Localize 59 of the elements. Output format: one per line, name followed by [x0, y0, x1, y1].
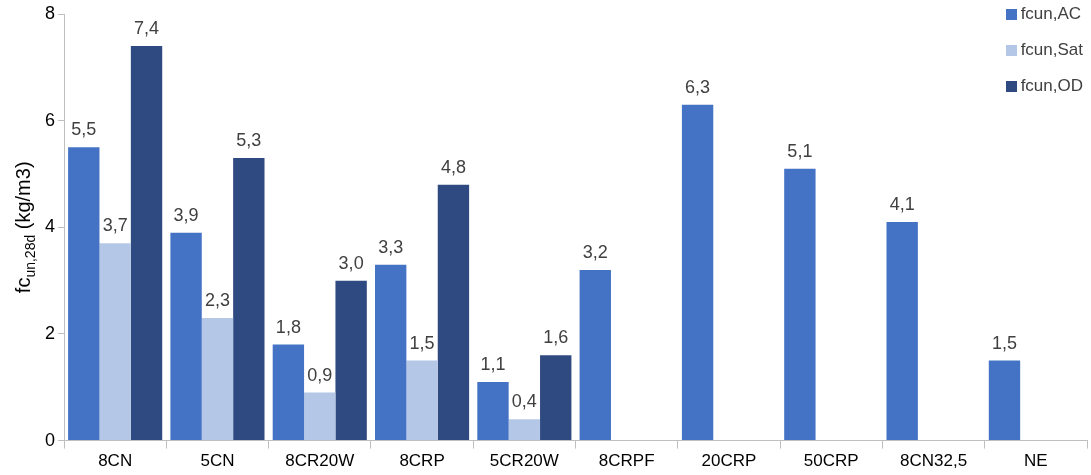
data-label: 4,1 — [889, 193, 915, 214]
y-tick-label: 8 — [45, 2, 56, 23]
bar — [335, 280, 367, 441]
y-tick-label: 4 — [45, 216, 56, 237]
data-label: 1,5 — [991, 332, 1017, 353]
data-label: 0,9 — [307, 364, 333, 385]
x-tick-label: 8CRP — [399, 451, 445, 471]
data-label: 5,5 — [71, 119, 97, 140]
data-label: 1,5 — [409, 332, 435, 353]
x-tick-label: 8CN32,5 — [900, 451, 968, 471]
data-label: 3,7 — [102, 215, 128, 236]
data-label: 3,9 — [173, 204, 199, 225]
x-tick-label: NE — [1024, 451, 1048, 471]
x-tick-label: 8CN — [98, 451, 133, 471]
data-label: 0,4 — [511, 391, 537, 412]
bar — [540, 355, 572, 441]
data-label: 6,3 — [685, 76, 711, 97]
y-tick-label: 0 — [45, 429, 56, 450]
data-label: 5,3 — [236, 129, 262, 150]
bar — [784, 168, 816, 441]
bar — [579, 269, 611, 441]
data-label: 2,3 — [204, 289, 230, 310]
x-tick-label: 8CR20W — [285, 451, 355, 471]
data-label: 3,2 — [582, 241, 608, 262]
bar — [99, 243, 131, 441]
bar — [233, 157, 265, 441]
data-label: 5,1 — [787, 140, 813, 161]
bar — [375, 264, 407, 441]
bar — [886, 221, 918, 441]
y-axis-title: fcun,28d (kg/m3) — [12, 161, 38, 294]
y-tick-label: 2 — [45, 322, 56, 343]
data-label: 3,3 — [378, 236, 404, 257]
legend-label: fcun,OD — [1020, 76, 1083, 96]
x-tick-label: 5CN — [200, 451, 235, 471]
bar — [437, 184, 470, 441]
bar — [272, 344, 305, 441]
bar — [130, 46, 163, 441]
bar — [304, 392, 336, 441]
y-tick-label: 6 — [45, 109, 56, 130]
data-label: 3,0 — [338, 252, 364, 273]
bar — [406, 360, 438, 441]
data-label: 7,4 — [134, 17, 160, 38]
data-label: 1,1 — [480, 353, 506, 374]
bar — [477, 381, 509, 441]
bar — [201, 317, 234, 441]
x-tick-label: 50CRP — [803, 451, 859, 471]
bar — [508, 419, 541, 441]
data-label: 1,8 — [275, 316, 301, 337]
bar — [170, 232, 202, 441]
bar — [68, 147, 100, 441]
data-label: 1,6 — [543, 327, 569, 348]
bar — [988, 360, 1021, 441]
bar — [681, 104, 714, 441]
x-tick-label: 8CRPF — [598, 451, 655, 471]
x-tick-label: 5CR20W — [489, 451, 559, 471]
data-label: 4,8 — [440, 156, 466, 177]
legend-label: fcun,AC — [1020, 4, 1082, 24]
x-tick-label: 20CRP — [701, 451, 757, 471]
legend-label: fcun,Sat — [1020, 40, 1083, 60]
